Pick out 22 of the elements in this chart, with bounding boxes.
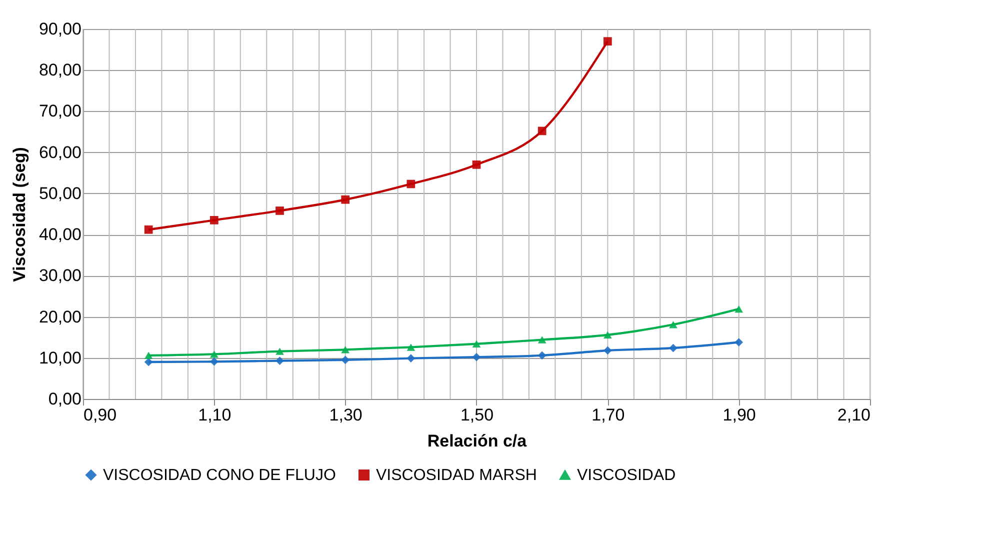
x-tick-label: 1,70 [592,406,625,424]
y-tick-label: 20,00 [38,307,82,326]
y-tick-label: 30,00 [38,266,82,286]
legend-label: VISCOSIDAD [577,467,676,484]
legend-label: VISCOSIDAD CONO DE FLUJO [103,467,336,484]
x-tick-label: 1,90 [722,406,756,424]
x-tick-label: 2,10 [837,406,870,424]
y-tick-label: 60,00 [38,142,82,162]
y-tick-label: 80,00 [38,60,82,80]
y-tick-label: 10,00 [38,348,82,368]
x-tick-label: 1,50 [460,406,494,424]
y-tick-label: 90,00 [38,20,82,38]
y-tick-label: 70,00 [38,102,82,121]
legend-label: VISCOSIDAD MARSH [376,467,537,484]
y-tick-label: 40,00 [38,225,82,244]
x-axis-title: Relación c/a [427,432,528,450]
y-axis-title: Viscosidad (seg) [10,147,29,282]
x-tick-label: 1,10 [198,406,232,424]
y-tick-label: 50,00 [38,184,82,203]
x-tick-label: 0,90 [84,406,117,424]
y-tick-label: 0,00 [48,390,82,408]
x-tick-label: 1,30 [329,406,362,424]
